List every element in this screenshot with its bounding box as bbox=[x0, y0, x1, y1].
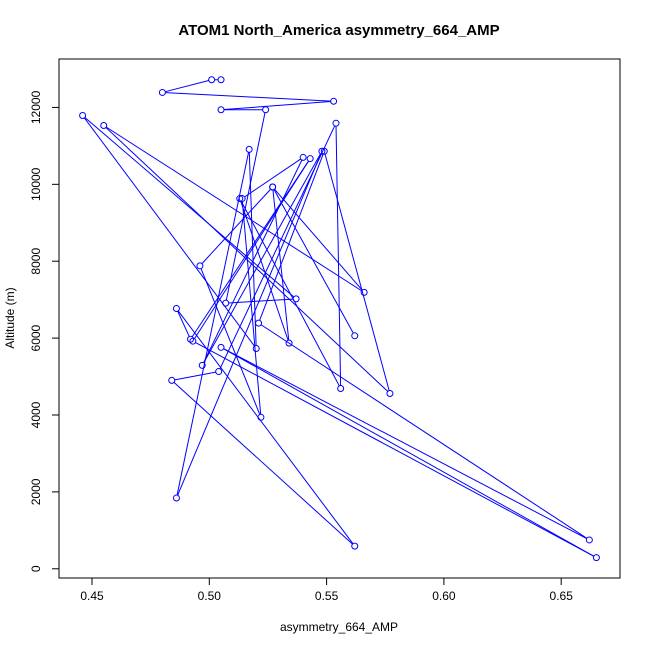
x-axis: 0.45 0.50 0.55 0.60 0.65 bbox=[80, 577, 574, 603]
data-point bbox=[208, 76, 216, 84]
data-point bbox=[351, 542, 359, 550]
y-axis-label: Altitude (m) bbox=[3, 287, 17, 348]
data-point bbox=[330, 97, 338, 105]
data-point bbox=[168, 376, 176, 384]
series-segment bbox=[274, 188, 363, 291]
series-segment bbox=[240, 200, 340, 387]
data-point bbox=[238, 195, 246, 203]
series-segment bbox=[223, 101, 331, 111]
series-segment bbox=[335, 126, 342, 386]
data-point bbox=[262, 106, 270, 114]
x-tick-label: 0.50 bbox=[198, 589, 222, 603]
data-point bbox=[236, 195, 244, 203]
data-point bbox=[222, 299, 230, 307]
series-segment bbox=[165, 80, 209, 93]
data-point bbox=[189, 337, 197, 345]
y-tick-label: 6000 bbox=[29, 324, 43, 351]
series-segment bbox=[84, 117, 295, 298]
series-segment bbox=[200, 268, 261, 415]
data-point bbox=[217, 76, 225, 84]
data-point bbox=[172, 494, 180, 502]
series-segment bbox=[223, 348, 587, 539]
series-points bbox=[79, 76, 600, 562]
series-segment bbox=[174, 371, 216, 381]
series-segment bbox=[203, 153, 321, 364]
series-segment bbox=[223, 348, 595, 557]
data-point bbox=[360, 288, 368, 296]
data-point bbox=[79, 112, 87, 120]
y-axis: 0 2000 4000 6000 8000 10000 12000 bbox=[29, 90, 60, 572]
data-point bbox=[187, 335, 195, 343]
data-point bbox=[337, 384, 345, 392]
x-tick-label: 0.65 bbox=[550, 589, 574, 603]
series-segment bbox=[273, 189, 354, 334]
series-segment bbox=[244, 158, 301, 198]
data-point bbox=[158, 88, 166, 96]
y-tick-label: 12000 bbox=[29, 90, 43, 124]
data-point bbox=[585, 536, 593, 544]
data-point bbox=[252, 344, 260, 352]
series-segment bbox=[195, 342, 594, 557]
series-segment bbox=[176, 152, 250, 496]
data-point bbox=[269, 183, 277, 191]
data-point bbox=[196, 262, 204, 270]
data-point bbox=[351, 332, 359, 340]
data-point bbox=[592, 554, 600, 562]
data-point bbox=[198, 361, 206, 369]
chart-title: ATOM1 North_America asymmetry_664_AMP bbox=[178, 22, 499, 39]
series-segment bbox=[173, 382, 353, 545]
series-segment bbox=[191, 160, 309, 338]
series-segment bbox=[219, 125, 336, 370]
series-lines bbox=[84, 79, 595, 557]
y-tick-label: 10000 bbox=[29, 167, 43, 201]
series-segment bbox=[260, 324, 588, 539]
series-segment bbox=[225, 112, 266, 301]
data-point bbox=[255, 319, 263, 327]
series-segment bbox=[201, 188, 271, 264]
data-point bbox=[285, 339, 293, 347]
y-tick-label: 4000 bbox=[29, 401, 43, 428]
y-tick-label: 0 bbox=[29, 565, 43, 572]
series-segment bbox=[165, 92, 331, 102]
data-point bbox=[100, 122, 108, 130]
data-point bbox=[217, 343, 225, 351]
series-segment bbox=[240, 201, 289, 341]
data-point bbox=[299, 153, 307, 161]
data-point bbox=[215, 368, 223, 376]
data-point bbox=[292, 295, 300, 303]
data-point bbox=[172, 305, 180, 313]
series-segment bbox=[259, 153, 324, 321]
x-tick-label: 0.55 bbox=[315, 589, 339, 603]
x-axis-label: asymmetry_664_AMP bbox=[280, 620, 398, 634]
data-point bbox=[386, 389, 394, 397]
series-segment bbox=[177, 311, 190, 337]
data-point bbox=[245, 145, 253, 153]
data-point bbox=[332, 119, 340, 127]
series-segment bbox=[194, 160, 309, 339]
x-tick-label: 0.45 bbox=[80, 589, 104, 603]
series-segment bbox=[228, 298, 294, 304]
series-segment bbox=[177, 153, 322, 496]
x-tick-label: 0.60 bbox=[432, 589, 456, 603]
series-segment bbox=[324, 154, 390, 391]
series-segment bbox=[105, 127, 389, 392]
data-point bbox=[217, 106, 225, 114]
y-tick-label: 8000 bbox=[29, 248, 43, 275]
series-segment bbox=[84, 117, 255, 347]
series-segment bbox=[241, 201, 262, 415]
series-segment bbox=[203, 159, 303, 363]
data-point bbox=[257, 413, 265, 421]
data-point bbox=[320, 147, 328, 155]
series-segment bbox=[177, 310, 354, 544]
y-tick-label: 2000 bbox=[29, 478, 43, 505]
series-segment bbox=[105, 126, 362, 292]
data-point bbox=[306, 155, 314, 163]
data-point bbox=[318, 147, 326, 155]
